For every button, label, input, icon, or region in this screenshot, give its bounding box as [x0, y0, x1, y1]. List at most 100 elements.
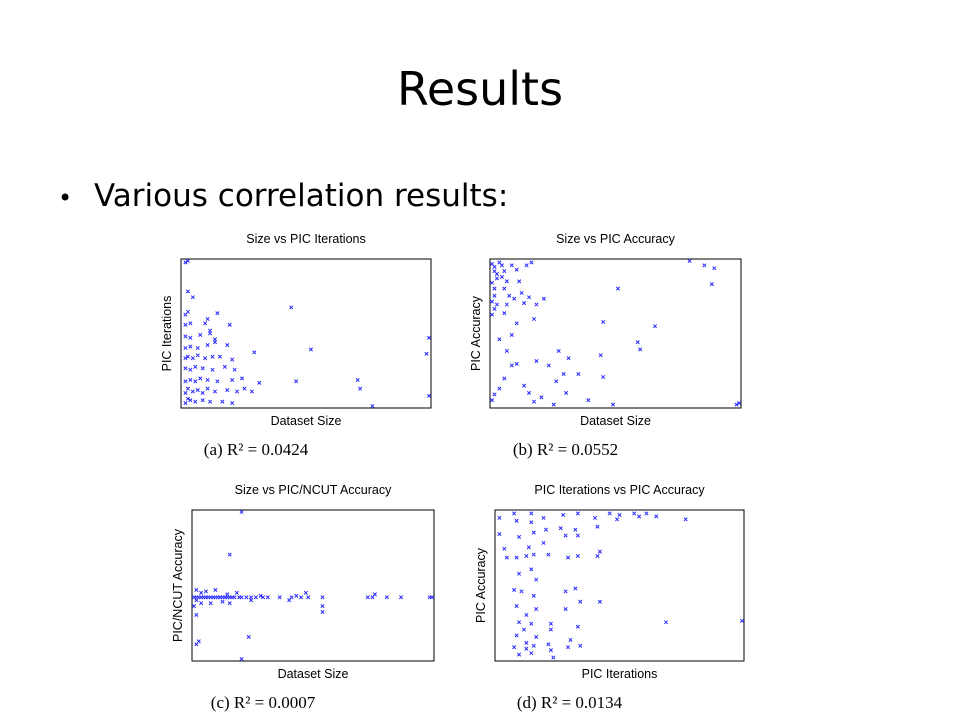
data-point	[644, 511, 649, 516]
data-point	[225, 343, 230, 348]
data-point	[529, 651, 534, 656]
data-point	[509, 363, 514, 368]
data-point	[215, 311, 220, 316]
data-point	[522, 300, 527, 306]
data-point	[522, 383, 527, 388]
data-point	[196, 595, 201, 600]
data-point	[524, 263, 529, 268]
data-point	[514, 633, 519, 638]
data-point	[193, 379, 198, 384]
data-point	[183, 322, 188, 327]
data-point	[541, 515, 546, 520]
data-point	[249, 595, 254, 600]
data-point	[230, 595, 235, 600]
data-point	[519, 589, 524, 594]
data-point	[194, 612, 199, 617]
data-point	[195, 387, 200, 393]
data-point	[546, 552, 551, 557]
data-point	[215, 595, 220, 600]
data-point	[299, 595, 304, 600]
data-point	[489, 261, 495, 266]
data-point	[183, 379, 188, 384]
data-point	[492, 392, 497, 397]
data-point	[514, 321, 519, 326]
data-point	[734, 402, 739, 407]
data-point	[709, 282, 714, 287]
data-point	[203, 595, 208, 600]
data-point	[504, 348, 509, 353]
plot-frame	[180, 258, 432, 409]
y-axis-label: PIC Iterations	[160, 296, 174, 372]
data-point	[512, 511, 517, 516]
data-point	[218, 595, 223, 600]
data-point	[652, 324, 658, 329]
bullet-item: • Various correlation results:	[58, 178, 508, 214]
data-point	[188, 398, 193, 403]
data-point	[509, 263, 514, 268]
data-point	[578, 643, 583, 648]
data-point	[252, 350, 257, 355]
data-point	[575, 554, 580, 559]
data-point	[320, 604, 325, 609]
data-point	[384, 595, 389, 600]
data-point	[246, 634, 251, 640]
data-point	[213, 595, 218, 600]
data-point	[509, 332, 514, 338]
data-point	[191, 604, 197, 609]
data-point	[663, 620, 669, 625]
data-point	[195, 345, 200, 351]
data-point	[225, 592, 230, 597]
data-point	[188, 321, 193, 326]
data-point	[239, 656, 244, 662]
data-point	[512, 645, 517, 650]
data-point	[244, 595, 249, 600]
data-point	[200, 398, 205, 403]
data-point	[185, 354, 190, 359]
data-point	[497, 386, 502, 391]
data-point	[548, 648, 553, 653]
data-point	[227, 601, 232, 606]
data-point	[702, 263, 707, 268]
data-point	[193, 399, 198, 404]
data-point	[610, 402, 616, 407]
data-point	[563, 533, 568, 538]
data-point	[212, 340, 218, 345]
data-point	[185, 258, 190, 264]
data-point	[232, 367, 237, 372]
data-point	[546, 363, 551, 368]
data-point	[548, 621, 553, 626]
data-point	[598, 353, 603, 358]
data-point	[199, 595, 204, 600]
data-point	[199, 601, 204, 606]
data-point	[253, 595, 258, 600]
data-point	[492, 264, 497, 269]
data-point	[531, 530, 536, 535]
data-point	[205, 386, 210, 391]
data-point	[514, 267, 519, 272]
panel-caption: (b) R² = 0.0552	[513, 440, 618, 459]
data-point	[494, 271, 499, 277]
data-point	[601, 374, 606, 380]
data-point	[497, 260, 502, 265]
data-point	[190, 356, 195, 361]
data-point	[210, 595, 216, 600]
slide-title: Results	[396, 62, 564, 116]
y-axis-label: PIC Accuracy	[474, 547, 488, 623]
data-point	[399, 595, 404, 600]
data-point	[208, 331, 213, 336]
data-point	[183, 356, 188, 361]
chart-title: PIC Iterations vs PIC Accuracy	[534, 483, 705, 497]
data-point	[683, 517, 688, 522]
data-point	[541, 296, 546, 301]
data-point	[194, 598, 199, 603]
data-point	[365, 595, 370, 600]
data-point	[516, 652, 522, 657]
data-point	[222, 364, 227, 369]
data-point	[561, 512, 566, 517]
data-point	[554, 379, 559, 384]
data-point	[199, 590, 204, 595]
chart-title: Size vs PIC Accuracy	[556, 232, 676, 246]
data-point	[426, 393, 432, 398]
data-point	[561, 372, 566, 377]
data-point	[521, 627, 527, 632]
